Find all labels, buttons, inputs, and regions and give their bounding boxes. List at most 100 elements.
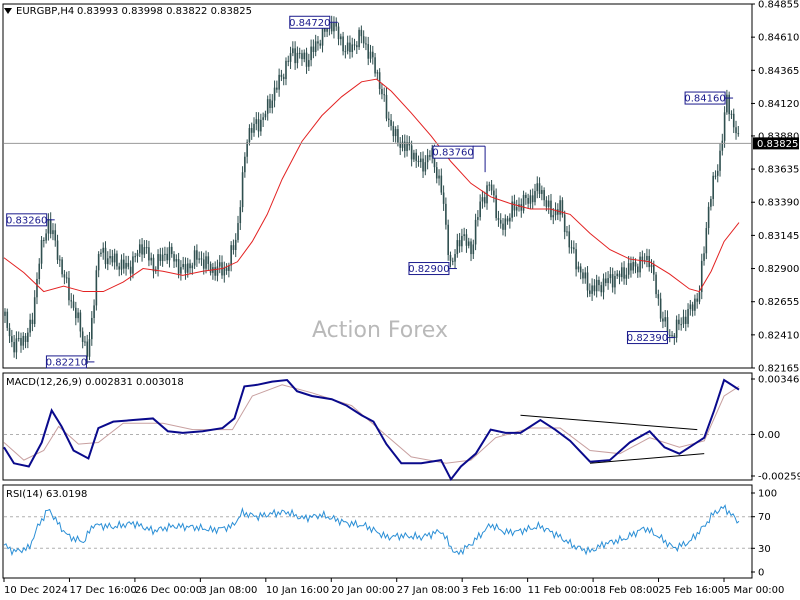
candle-body [568,231,571,248]
price-tick-label: 0.83145 [758,231,799,242]
candle-body [403,141,406,151]
candle-body [424,162,427,172]
candle-body [378,72,381,89]
symbol-label: EURGBP,H4 [16,6,74,17]
candle-body [250,128,253,133]
candle-body [271,100,274,108]
candle-body [728,94,730,115]
candle-body [166,253,168,261]
dropdown-triangle-icon[interactable] [4,8,12,14]
candle-body [340,36,342,40]
time-tick-label: 25 Feb 16:00 [659,585,725,596]
candle-body [170,246,173,255]
candle-body [365,43,367,45]
candle-body [93,305,95,318]
candle-body [513,201,516,211]
candle-body [301,53,303,60]
price-annotation: 0.83760 [432,148,473,159]
candle-body [289,53,292,62]
candle-body [602,278,605,293]
time-tick-label: 10 Dec 2024 [4,585,68,596]
price-annotation: 0.82210 [46,357,87,368]
candle-body [381,88,383,95]
candle-body [705,228,708,254]
candle-body [623,267,625,279]
candle-body [106,258,109,265]
candle-body [714,175,717,177]
candle-body [70,300,73,302]
candle-body [326,28,328,32]
candle-body [20,338,22,346]
macd-tick-label: 0.003462 [758,375,800,386]
macd-pane-frame [2,372,753,481]
candle-body [305,52,308,67]
candle-body [390,119,392,126]
candle-body [209,263,212,273]
candle-body [577,266,580,270]
candle-body [726,94,728,113]
candle-body [636,266,639,273]
candle-body [150,257,152,261]
candle-body [113,253,116,263]
candle-body [321,27,324,46]
candle-body [387,118,390,120]
candle-body [88,339,91,357]
candle-body [397,129,399,143]
candle-body [269,99,271,108]
candle-body [504,218,507,230]
candle-body [91,317,93,340]
candle-body [570,247,573,249]
candle-body [120,259,123,270]
candle-body [435,167,438,179]
candle-body [719,150,721,171]
candle-body [122,259,125,269]
time-tick-label: 3 Feb 16:00 [462,585,521,596]
candle-body [102,247,105,253]
candle-body [129,266,132,274]
candle-body [168,246,171,261]
candle-body [218,262,221,267]
candle-body [438,175,440,179]
candle-body [134,256,137,258]
price-tick-label: 0.82410 [758,330,799,341]
candle-body [159,254,162,262]
candle-body [392,125,395,137]
candle-body [369,51,372,59]
candle-body [456,240,459,255]
candle-body [467,241,470,246]
candle-body [707,206,710,229]
candle-body [145,247,148,249]
price-tick-label: 0.82900 [758,264,799,275]
candle-body [691,304,694,311]
rsi-pane-frame [2,484,753,579]
candle-body [538,183,541,194]
candle-body [157,254,159,270]
candle-body [214,267,216,276]
rsi-line [3,504,740,557]
candle-body [104,247,107,265]
candle-body [13,341,15,353]
candle-body [634,262,637,267]
candle-body [506,218,509,222]
candle-body [483,197,486,204]
candle-body [189,263,191,269]
candle-body [593,285,596,292]
candle-body [333,22,335,32]
candle-body [401,141,404,148]
candle-body [698,292,701,302]
candle-body [79,312,82,332]
candle-body [657,294,660,299]
candle-body [253,123,255,133]
rsi-tick-label: 70 [758,512,771,523]
candle-body [721,140,724,151]
candle-body [31,319,34,324]
candle-body [374,57,376,74]
candle-body [410,145,413,160]
candle-body [559,200,561,215]
candle-body [330,22,333,32]
candle-body [8,327,11,337]
candle-body [77,312,79,319]
candle-body [84,341,86,343]
candle-body [353,44,356,46]
macd-plot [3,378,751,482]
